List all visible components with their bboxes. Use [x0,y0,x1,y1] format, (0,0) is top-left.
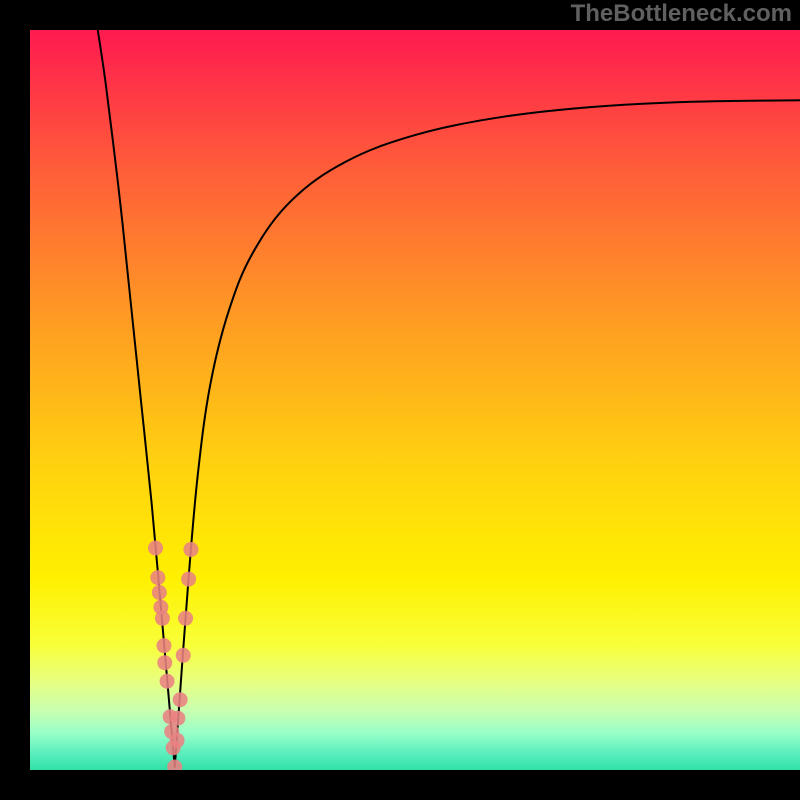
data-marker [183,542,198,557]
chart-svg [30,30,800,770]
data-marker [176,648,191,663]
chart-stage: TheBottleneck.com [0,0,800,800]
plot-area [30,30,800,770]
data-marker [173,692,188,707]
data-marker [155,611,170,626]
data-marker [157,655,172,670]
data-marker [150,570,165,585]
data-marker [167,760,182,770]
marker-group [148,541,198,771]
curve-right-branch [175,100,800,767]
data-marker [152,585,167,600]
data-marker [178,611,193,626]
data-marker [160,674,175,689]
data-marker [181,572,196,587]
watermark-text: TheBottleneck.com [571,0,792,28]
data-marker [156,638,171,653]
data-marker [170,711,185,726]
data-marker [164,724,179,739]
data-marker [148,541,163,556]
